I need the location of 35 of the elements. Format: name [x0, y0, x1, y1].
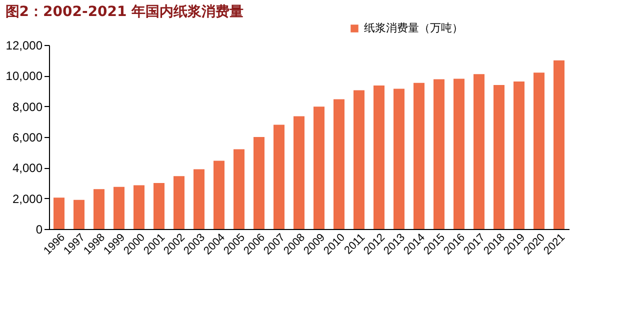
bar [94, 189, 104, 229]
y-tick-label: 8,000 [12, 100, 43, 114]
y-tick-label: 12,000 [6, 38, 43, 52]
bar [274, 124, 284, 229]
chart-title: 图2：2002-2021 年国内纸浆消费量 [5, 4, 244, 20]
bar [314, 106, 324, 229]
bar [54, 198, 64, 229]
bar [474, 74, 484, 229]
bar [434, 79, 444, 229]
bar [294, 116, 304, 229]
bar [534, 72, 544, 229]
bar [214, 160, 224, 229]
bar [514, 81, 524, 229]
bar [414, 82, 424, 229]
bar [554, 60, 564, 229]
y-tick-label: 4,000 [12, 161, 43, 176]
bar [254, 137, 264, 229]
y-tick-label: 6,000 [12, 130, 43, 144]
bar [154, 183, 164, 229]
bar [194, 169, 204, 229]
bar [74, 200, 84, 229]
y-tick-label: 2,000 [12, 192, 43, 206]
bar [354, 90, 364, 229]
legend-label: 纸浆消费量（万吨） [364, 22, 463, 34]
bar [334, 99, 344, 229]
bar [374, 85, 384, 229]
bar [174, 176, 184, 229]
y-tick-label: 0 [36, 222, 43, 236]
bar [234, 149, 244, 229]
bar [134, 185, 144, 229]
bar [494, 85, 504, 229]
bar [114, 186, 124, 229]
bar [454, 78, 464, 229]
bar [394, 88, 404, 229]
y-tick-label: 10,000 [6, 69, 43, 84]
